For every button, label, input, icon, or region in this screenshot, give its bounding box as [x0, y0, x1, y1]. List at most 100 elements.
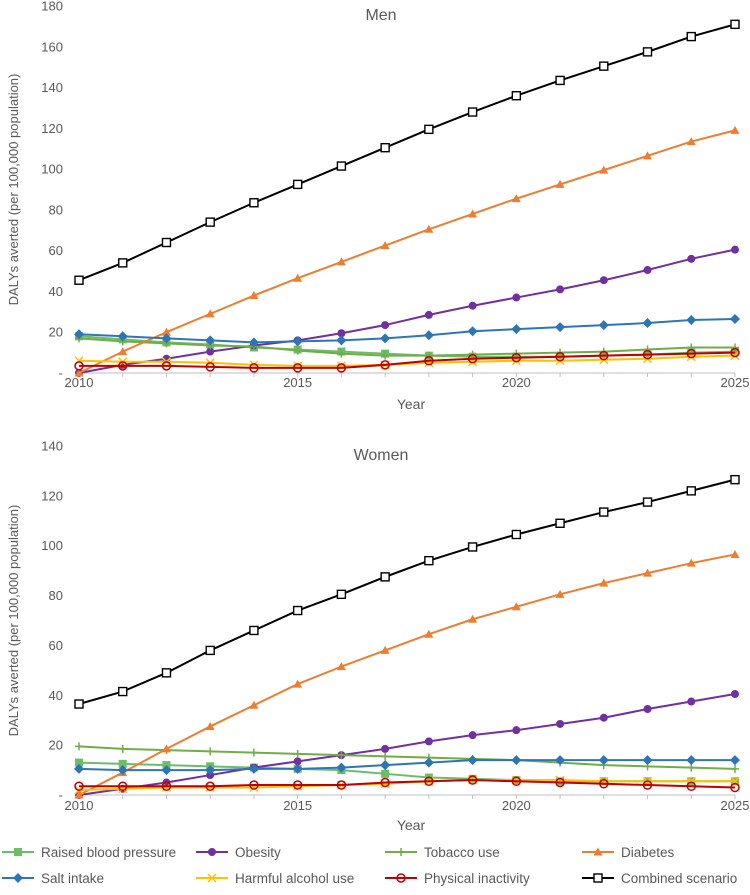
panel-1-point-combined-scenario [118, 258, 128, 268]
panel-2-line-physical-inactivity [79, 779, 736, 789]
panel-2-point-physical-inactivity [642, 780, 653, 790]
panel-1-point-combined-scenario [555, 75, 565, 86]
legend-item-physical-inactivity: Physical inactivity [385, 871, 530, 886]
panel-2-point-salt-intake [423, 757, 434, 768]
panel-2-point-physical-inactivity [380, 777, 390, 788]
panel-2-point-obesity [687, 697, 696, 706]
panel-1-point-combined-scenario [336, 161, 347, 171]
panel-2-point-raised-blood-pressure [556, 777, 565, 786]
panel-1-y-tick-label: 40 [49, 284, 63, 299]
panel-2-point-obesity [468, 731, 477, 740]
panel-1-point-obesity [337, 329, 346, 338]
legend-item-obesity: Obesity [196, 845, 281, 860]
panel-2-point-salt-intake [380, 760, 391, 771]
panel-2-point-obesity [599, 713, 608, 722]
panel-1-series-obesity [75, 245, 739, 377]
panel-2-point-combined-scenario [336, 589, 347, 600]
legend-label: Raised blood pressure [41, 845, 176, 860]
panel-2-point-salt-intake [205, 765, 216, 776]
panel-2-point-combined-scenario [249, 625, 259, 636]
panel-2-point-physical-inactivity [117, 781, 128, 792]
panel-2-x-tick-label: 2025 [721, 798, 750, 813]
panel-1-point-obesity [731, 245, 739, 254]
panel-1-point-salt-intake [423, 330, 434, 341]
panel-2-point-raised-blood-pressure [75, 758, 83, 767]
panel-2-point-salt-intake [292, 763, 303, 774]
panel-2-point-diabetes [730, 549, 740, 558]
panel-1-point-diabetes [161, 327, 171, 336]
panel-2-x-tick-label: 2020 [502, 798, 531, 813]
panel-2-line-obesity [78, 693, 736, 796]
panel-2-point-combined-scenario [424, 555, 434, 566]
panel-1-point-tobacco-use [381, 351, 390, 360]
legend-item-diabetes: Diabetes [582, 845, 675, 860]
legend-item-combined-scenario: Combined scenario [582, 871, 737, 886]
legend-label: Harmful alcohol use [235, 871, 354, 886]
panel-2-point-diabetes [424, 629, 434, 638]
panel-2-point-salt-intake [555, 755, 566, 766]
panel-1-point-diabetes [336, 257, 346, 266]
panel-1-point-combined-scenario [511, 91, 522, 101]
panel-2-point-combined-scenario [730, 474, 740, 485]
panel-2-y-axis-label: DALYs averted (per 100,000 population) [6, 505, 21, 737]
panel-2-point-diabetes [643, 568, 653, 577]
panel-1-series-physical-inactivity [74, 347, 740, 373]
panel-1-point-physical-inactivity [161, 361, 172, 371]
panel-2-point-salt-intake [686, 755, 697, 766]
panel-2-point-tobacco-use [293, 749, 302, 758]
panel-1-point-physical-inactivity [599, 350, 609, 361]
panel-2-series-salt-intake [74, 755, 740, 776]
panel-2-line-salt-intake [78, 759, 735, 772]
panel-1-point-salt-intake [511, 324, 522, 335]
legend: Raised blood pressure Obesity Tobacco use D… [2, 845, 737, 886]
panel-1-point-combined-scenario [205, 217, 215, 227]
panel-1-point-diabetes [730, 125, 740, 134]
legend-item-salt-intake: Salt intake [2, 871, 104, 886]
panel-1-point-tobacco-use [337, 349, 346, 358]
panel-1-point-tobacco-use [293, 346, 302, 355]
panel-1-line-obesity [78, 248, 736, 374]
panel-2-point-combined-scenario [118, 686, 128, 697]
panel-2-point-tobacco-use [75, 742, 83, 751]
panel-1-point-diabetes [249, 291, 259, 300]
panel-2-x-tick-label: 2015 [283, 798, 312, 813]
panel-1-chart-title: Men [365, 7, 396, 24]
panel-2-point-physical-inactivity [467, 775, 478, 785]
panel-1-point-physical-inactivity [511, 352, 522, 363]
panel-1-point-physical-inactivity [686, 348, 697, 359]
panel-1-point-salt-intake [74, 329, 84, 340]
panel-2-point-tobacco-use [381, 752, 390, 761]
panel-1-point-salt-intake [117, 331, 128, 342]
panel-1-line-physical-inactivity [79, 351, 736, 369]
panel-2-line-combined-scenario [78, 478, 736, 705]
panel-1-y-tick-label: 80 [49, 202, 63, 217]
panel-2-point-combined-scenario [161, 668, 172, 678]
panel-1-point-diabetes [118, 347, 128, 356]
panel-2-point-diabetes [599, 578, 609, 587]
panel-2-point-tobacco-use [731, 764, 739, 773]
panel-2-women-chart: 2010 2015 2020 2025 - 20 40 60 80 100 120 140 Women Y… [6, 439, 749, 834]
panel-2-point-combined-scenario [555, 518, 565, 528]
panel-2-point-salt-intake [511, 755, 522, 766]
panel-2-chart-title: Women [354, 447, 409, 464]
panel-1-point-diabetes [380, 241, 390, 250]
panel-2-point-diabetes [511, 602, 521, 611]
panel-1-line-harmful-alcohol-use [78, 354, 736, 367]
panel-1-point-physical-inactivity [555, 351, 565, 362]
panel-2-series-physical-inactivity [74, 775, 740, 793]
panel-1-point-physical-inactivity [205, 362, 215, 372]
panel-2-line-diabetes [78, 553, 736, 796]
panel-2-point-diabetes [293, 679, 303, 688]
legend-swatch-marker [207, 873, 217, 883]
panel-2-point-tobacco-use [118, 744, 127, 753]
legend-swatch-marker [396, 873, 406, 883]
panel-2-series-diabetes [74, 549, 740, 799]
panel-1-line-tobacco-use [78, 337, 735, 357]
legend-item-harmful-alcohol-use: Harmful alcohol use [196, 871, 354, 886]
panel-2-line-tobacco-use [78, 745, 736, 770]
panel-2-point-physical-inactivity [205, 781, 215, 792]
panel-1-point-salt-intake [730, 313, 740, 324]
panel-1-point-obesity [687, 254, 696, 263]
panel-2-point-combined-scenario [642, 497, 653, 507]
panel-1-point-salt-intake [467, 326, 478, 337]
